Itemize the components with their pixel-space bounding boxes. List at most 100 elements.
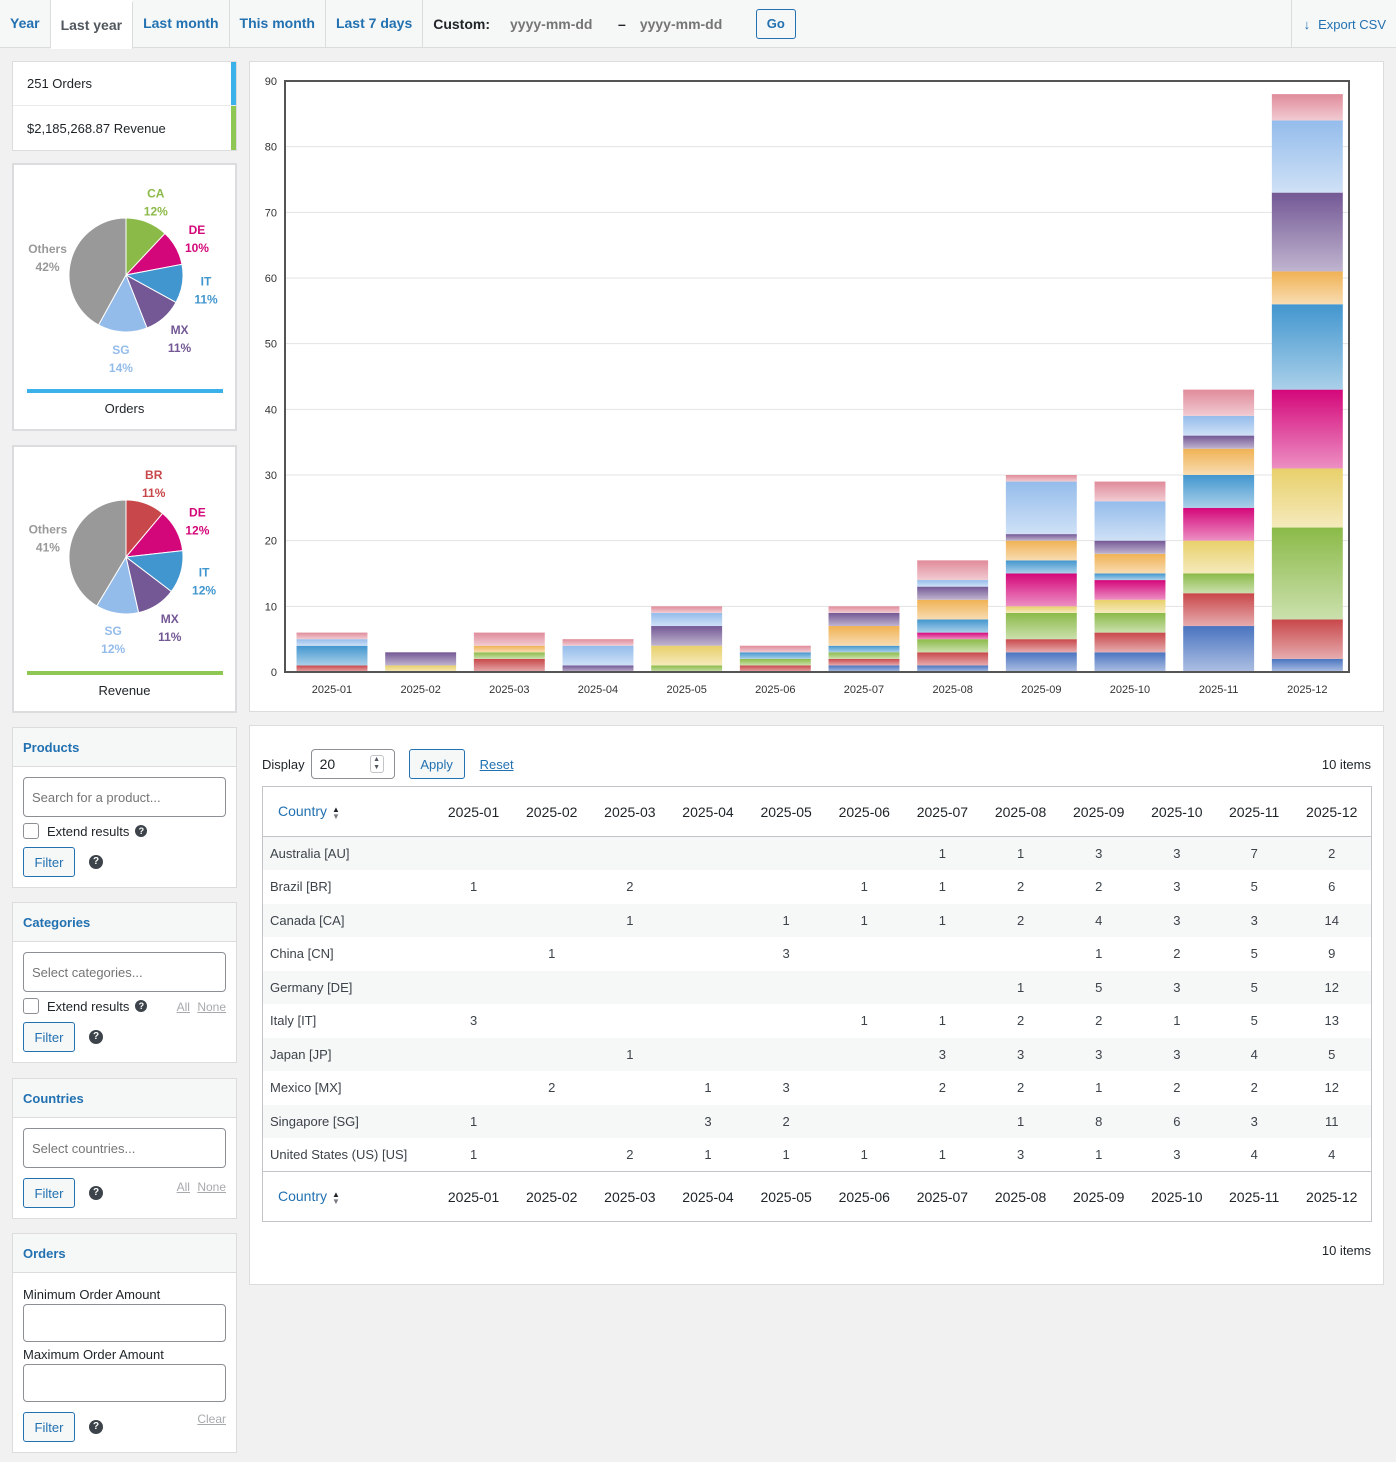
bar-segment-2025-07-s6[interactable] — [828, 626, 900, 646]
bar-segment-2025-11-s5[interactable] — [1183, 475, 1255, 508]
start-date-input[interactable] — [508, 13, 609, 34]
tab-last-month[interactable]: Last month — [133, 0, 230, 48]
bar-segment-2025-04-s7[interactable] — [562, 665, 634, 672]
countries-none-link[interactable]: None — [197, 1180, 226, 1194]
bar-segment-2025-11-s3[interactable] — [1183, 540, 1255, 574]
foot-country-header[interactable]: Country ▲ ▼ — [262, 1171, 435, 1222]
bar-segment-2025-08-s7[interactable] — [917, 586, 989, 600]
products-extend-checkbox[interactable] — [23, 823, 39, 839]
bar-segment-2025-10-s1[interactable] — [1094, 632, 1166, 653]
bar-segment-2025-07-s7[interactable] — [828, 612, 900, 627]
bar-segment-2025-09-s0[interactable] — [1005, 652, 1077, 672]
orders-clear-link[interactable]: Clear — [197, 1412, 226, 1426]
bar-segment-2025-10-s0[interactable] — [1094, 652, 1166, 672]
bar-segment-2025-09-s2[interactable] — [1005, 612, 1077, 640]
bar-segment-2025-11-s0[interactable] — [1183, 626, 1255, 672]
bar-segment-2025-03-s9[interactable] — [473, 632, 545, 646]
export-csv-button[interactable]: ↓ Export CSV — [1290, 0, 1396, 48]
bar-segment-2025-03-s6[interactable] — [473, 645, 545, 653]
tab-last-year[interactable]: Last year — [50, 0, 134, 49]
end-date-input[interactable] — [637, 13, 738, 34]
bar-segment-2025-03-s2[interactable] — [473, 652, 545, 659]
countries-all-link[interactable]: All — [176, 1180, 190, 1194]
bar-segment-2025-07-s9[interactable] — [828, 606, 900, 613]
bar-segment-2025-04-s9[interactable] — [562, 639, 634, 646]
bar-segment-2025-08-s4[interactable] — [917, 632, 989, 640]
bar-segment-2025-02-s7[interactable] — [385, 652, 457, 666]
bar-segment-2025-12-s5[interactable] — [1271, 304, 1343, 390]
help-icon[interactable]: ? — [89, 1030, 103, 1044]
bar-segment-2025-10-s8[interactable] — [1094, 501, 1166, 541]
bar-segment-2025-12-s6[interactable] — [1271, 271, 1343, 305]
bar-segment-2025-06-s2[interactable] — [739, 658, 811, 666]
bar-segment-2025-05-s7[interactable] — [651, 626, 723, 646]
categories-filter-button[interactable]: Filter — [23, 1022, 75, 1052]
bar-segment-2025-07-s5[interactable] — [828, 645, 900, 653]
bar-segment-2025-12-s1[interactable] — [1271, 619, 1343, 659]
bar-segment-2025-08-s1[interactable] — [917, 652, 989, 666]
bar-segment-2025-10-s2[interactable] — [1094, 612, 1166, 633]
products-panel-title[interactable]: Products — [13, 728, 236, 767]
bar-segment-2025-01-s1[interactable] — [296, 665, 368, 672]
bar-segment-2025-08-s8[interactable] — [917, 580, 989, 587]
revenue-pie-slice-others[interactable] — [68, 499, 127, 607]
bar-segment-2025-12-s7[interactable] — [1271, 192, 1343, 272]
bar-segment-2025-10-s4[interactable] — [1094, 580, 1166, 600]
categories-none-link[interactable]: None — [197, 1000, 226, 1014]
bar-segment-2025-12-s3[interactable] — [1271, 468, 1343, 528]
categories-extend-checkbox[interactable] — [23, 998, 39, 1014]
bar-segment-2025-11-s4[interactable] — [1183, 507, 1255, 541]
bar-segment-2025-11-s1[interactable] — [1183, 593, 1255, 627]
bar-segment-2025-11-s2[interactable] — [1183, 573, 1255, 594]
bar-segment-2025-01-s9[interactable] — [296, 632, 368, 640]
bar-segment-2025-04-s8[interactable] — [562, 645, 634, 666]
countries-filter-button[interactable]: Filter — [23, 1178, 75, 1208]
bar-segment-2025-11-s9[interactable] — [1183, 389, 1255, 416]
bar-segment-2025-10-s9[interactable] — [1094, 481, 1166, 502]
bar-segment-2025-12-s0[interactable] — [1271, 658, 1343, 672]
bar-segment-2025-10-s5[interactable] — [1094, 573, 1166, 581]
countries-select-input[interactable] — [23, 1128, 226, 1168]
bar-segment-2025-10-s3[interactable] — [1094, 599, 1166, 613]
help-icon[interactable]: ? — [135, 1000, 148, 1012]
bar-segment-2025-06-s5[interactable] — [739, 652, 811, 659]
tab-this-month[interactable]: This month — [230, 0, 326, 48]
bar-segment-2025-09-s5[interactable] — [1005, 560, 1077, 574]
bar-segment-2025-05-s8[interactable] — [651, 612, 723, 627]
bar-segment-2025-12-s2[interactable] — [1271, 527, 1343, 620]
bar-segment-2025-12-s8[interactable] — [1271, 120, 1343, 193]
bar-segment-2025-09-s4[interactable] — [1005, 573, 1077, 607]
bar-segment-2025-06-s9[interactable] — [739, 645, 811, 653]
orders-filter-button[interactable]: Filter — [23, 1412, 75, 1442]
help-icon[interactable]: ? — [89, 1420, 103, 1434]
bar-segment-2025-12-s4[interactable] — [1271, 389, 1343, 469]
help-icon[interactable]: ? — [89, 855, 103, 869]
products-filter-button[interactable]: Filter — [23, 847, 75, 877]
categories-all-link[interactable]: All — [176, 1000, 190, 1014]
categories-panel-title[interactable]: Categories — [13, 903, 236, 942]
bar-segment-2025-12-s9[interactable] — [1271, 94, 1343, 121]
bar-segment-2025-09-s7[interactable] — [1005, 534, 1077, 541]
bar-segment-2025-06-s1[interactable] — [739, 665, 811, 672]
bar-segment-2025-09-s6[interactable] — [1005, 540, 1077, 561]
help-icon[interactable]: ? — [89, 1186, 103, 1200]
min-order-input[interactable] — [23, 1304, 226, 1342]
tab-last-7-days[interactable]: Last 7 days — [326, 0, 424, 48]
orders-pie-slice-others[interactable] — [68, 217, 127, 326]
bar-segment-2025-09-s3[interactable] — [1005, 606, 1077, 613]
spinner-icon[interactable]: ▲ ▼ — [369, 755, 384, 773]
bar-segment-2025-08-s6[interactable] — [917, 599, 989, 620]
head-country-header[interactable]: Country ▲ ▼ — [262, 786, 435, 837]
bar-segment-2025-01-s8[interactable] — [296, 639, 368, 646]
bar-segment-2025-09-s9[interactable] — [1005, 475, 1077, 482]
bar-segment-2025-03-s1[interactable] — [473, 658, 545, 672]
bar-segment-2025-05-s2[interactable] — [651, 665, 723, 672]
bar-segment-2025-07-s0[interactable] — [828, 665, 900, 672]
bar-segment-2025-09-s8[interactable] — [1005, 481, 1077, 535]
apply-button[interactable]: Apply — [408, 749, 465, 779]
bar-segment-2025-08-s9[interactable] — [917, 560, 989, 581]
bar-segment-2025-10-s7[interactable] — [1094, 540, 1166, 554]
orders-panel-title[interactable]: Orders — [13, 1234, 236, 1273]
bar-segment-2025-07-s2[interactable] — [828, 652, 900, 659]
categories-select-input[interactable] — [23, 952, 226, 992]
